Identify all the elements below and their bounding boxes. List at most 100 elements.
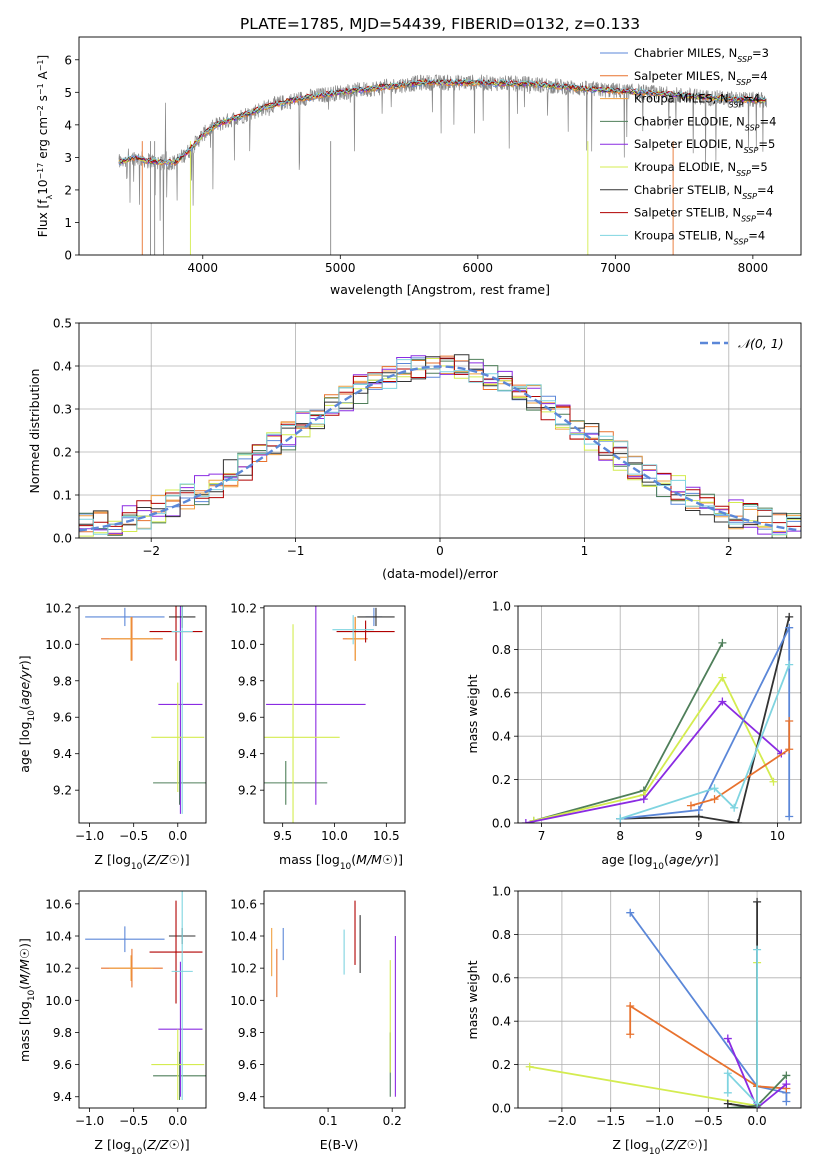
x-tick-label: 0.2 [383,1114,402,1128]
axes-frame [517,890,802,1109]
y-tick-label: 0.6 [492,971,511,985]
weight-marker [730,803,739,812]
weight-marker [769,777,778,786]
y-tick-label: 10.0 [230,638,257,652]
y-tick-label: 0.8 [492,928,511,942]
y-tick-label: 10.6 [45,897,72,911]
axes-frame [263,605,406,824]
y-tick-label: 9.4 [53,747,72,761]
x-axis-label: (data-model)/error [382,566,499,581]
axis-label-part: Z [ [612,1137,629,1152]
weight-marker [753,945,762,954]
y-tick-label: 0.2 [492,1058,511,1072]
weight-marker [710,784,719,793]
plot-area [271,900,396,1097]
legend-label: Kroupa STELIB, NSSP=4 [634,228,765,246]
y-axis-label-part: A [36,70,50,83]
axis-label-part: M/M☉ [17,948,32,985]
y-tick-label: 6 [64,53,72,67]
weight-marker [626,1002,635,1011]
x-tick-label: 0.0 [168,829,187,843]
y-tick-label: 10.6 [230,897,257,911]
panel-mass-Z: −1.0 −0.5 0.09.49.69.810.010.210.410.6Z [l… [17,890,207,1157]
weight-marker [616,814,625,823]
axis-label-part: ] [185,852,190,867]
panel-age-Z: −1.0 −0.5 0.09.29.49.69.810.010.2Z [log10(… [17,601,207,872]
y-tick-label: 0 [64,249,72,263]
legend-sub: SSP [744,146,759,155]
normal-reference-curve [79,365,801,532]
axis-label-part: ) [709,852,714,867]
y-tick-label: 10.4 [230,930,257,944]
y-axis-label-part: erg cm [36,117,50,163]
x-tick-label: −1.0 [75,829,104,843]
y-tick-label: 0.6 [492,686,511,700]
weight-marker [782,1097,791,1106]
legend-label: Chabrier MILES, NSSP=3 [634,46,769,64]
y-tick-label: 9.2 [53,784,72,798]
y-tick-label: 9.6 [53,1058,72,1072]
y-axis-label: Normed distribution [27,369,42,494]
legend-sub: SSP [742,191,757,200]
y-tick-label: 0.5 [53,317,72,331]
axis-label-part: ) [180,852,185,867]
x-tick-label: 10 [770,829,785,843]
y-tick-label: 0.2 [53,446,72,460]
y-tick-label: 4 [64,118,72,132]
weight-line [690,721,791,807]
weight-marker [785,717,794,726]
axis-label-part: ) [17,660,32,665]
y-tick-label: 10.0 [45,994,72,1008]
axis-label-part: ( [142,852,147,867]
weight-line [726,1038,787,1108]
legend-label: 𝒩(0, 1) [738,336,784,351]
panel-age-mass: 9.5 10.0 10.5 9.2 9.4 9.6 9.8 10.0 10.2 mass [log… [230,601,406,872]
x-axis-label: wavelength [Angstrom, rest frame] [330,282,550,297]
axes-frame [78,36,802,256]
legend-text: Chabrier STELIB, N [634,183,742,197]
weight-marker [785,623,794,632]
y-axis-label-part: −1 [36,59,45,71]
plot-area [79,354,801,538]
axis-label: Z [log10(Z/Z☉)] [94,1137,189,1157]
residual-histogram [79,359,801,536]
axis-label: mass [log10(M/M☉)] [279,852,403,872]
axis-label-part: Z [ [94,1137,111,1152]
y-axis-label-part: ] [36,55,50,60]
legend-text: Kroupa STELIB, N [634,228,734,242]
axis-label-part: mass [ [279,852,321,867]
residual-histogram [79,357,801,533]
weight-marker [626,1030,635,1039]
axis-label-part: 10 [27,989,37,1001]
axis-label-part: 10 [340,862,352,872]
legend-text: Chabrier MILES, N [634,46,737,60]
axis-label-part: 10 [131,862,143,872]
axis-label-part: ) [17,943,32,948]
x-tick-label: −2.0 [547,1114,576,1128]
weight-line [533,675,775,822]
axis-label-part: ( [351,852,356,867]
x-tick-label: 0 [436,544,444,558]
y-tick-label: 10.0 [230,994,257,1008]
weight-marker [782,1080,791,1089]
x-tick-label: 5000 [325,261,356,275]
axis-label-part: Z/Z☉ [146,852,180,867]
y-axis-label-part: 10 [36,180,50,195]
y-tick-label: 0.1 [53,489,72,503]
weight-marker [521,819,530,823]
y-tick-label: 9.6 [238,711,257,725]
model-spectrum [118,78,767,164]
weight-marker [718,697,727,706]
axis-label-part: ] [398,852,403,867]
y-tick-label: 3 [64,151,72,165]
x-tick-label: −0.5 [694,1114,723,1128]
weight-marker [785,660,794,669]
y-tick-label: 10.2 [230,601,257,615]
axis-label-part: ) [698,1137,703,1152]
y-tick-label: 9.4 [238,747,257,761]
weight-marker [686,801,695,810]
y-tick-label: 1 [64,216,72,230]
axes-frame [517,605,802,824]
y-tick-label: 9.6 [53,711,72,725]
